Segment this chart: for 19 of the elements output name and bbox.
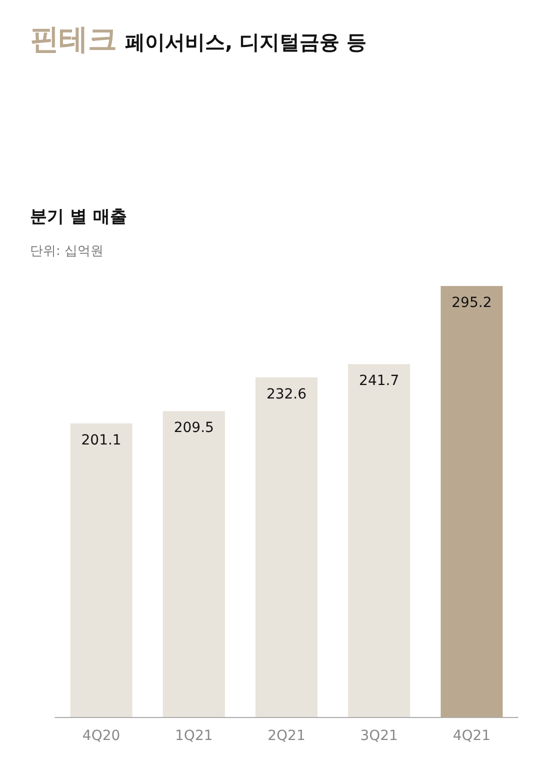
bar (70, 423, 132, 717)
text: 단위: 십억원 (30, 243, 104, 260)
chart-title: 핀테크 (30, 22, 117, 56)
data-label: 232.6 (266, 386, 307, 402)
x-tick-label: 4Q21 (452, 728, 491, 744)
x-tick-label: 2Q21 (268, 728, 306, 744)
bar (348, 364, 410, 717)
text: 분기 별 매출 (30, 206, 127, 228)
x-tick-label: 4Q20 (82, 728, 120, 744)
data-label: 209.5 (174, 420, 214, 436)
x-tick-label: 3Q21 (360, 728, 398, 744)
data-label: 241.7 (359, 373, 400, 390)
bar (256, 377, 318, 717)
x-tick-label: 1Q21 (175, 728, 213, 744)
data-label: 295.2 (452, 295, 492, 311)
bar (440, 286, 503, 717)
bar (162, 411, 225, 717)
chart-subtitle: 페이서비스, 디지털금융 등 (125, 30, 367, 54)
data-label: 201.1 (81, 432, 122, 448)
